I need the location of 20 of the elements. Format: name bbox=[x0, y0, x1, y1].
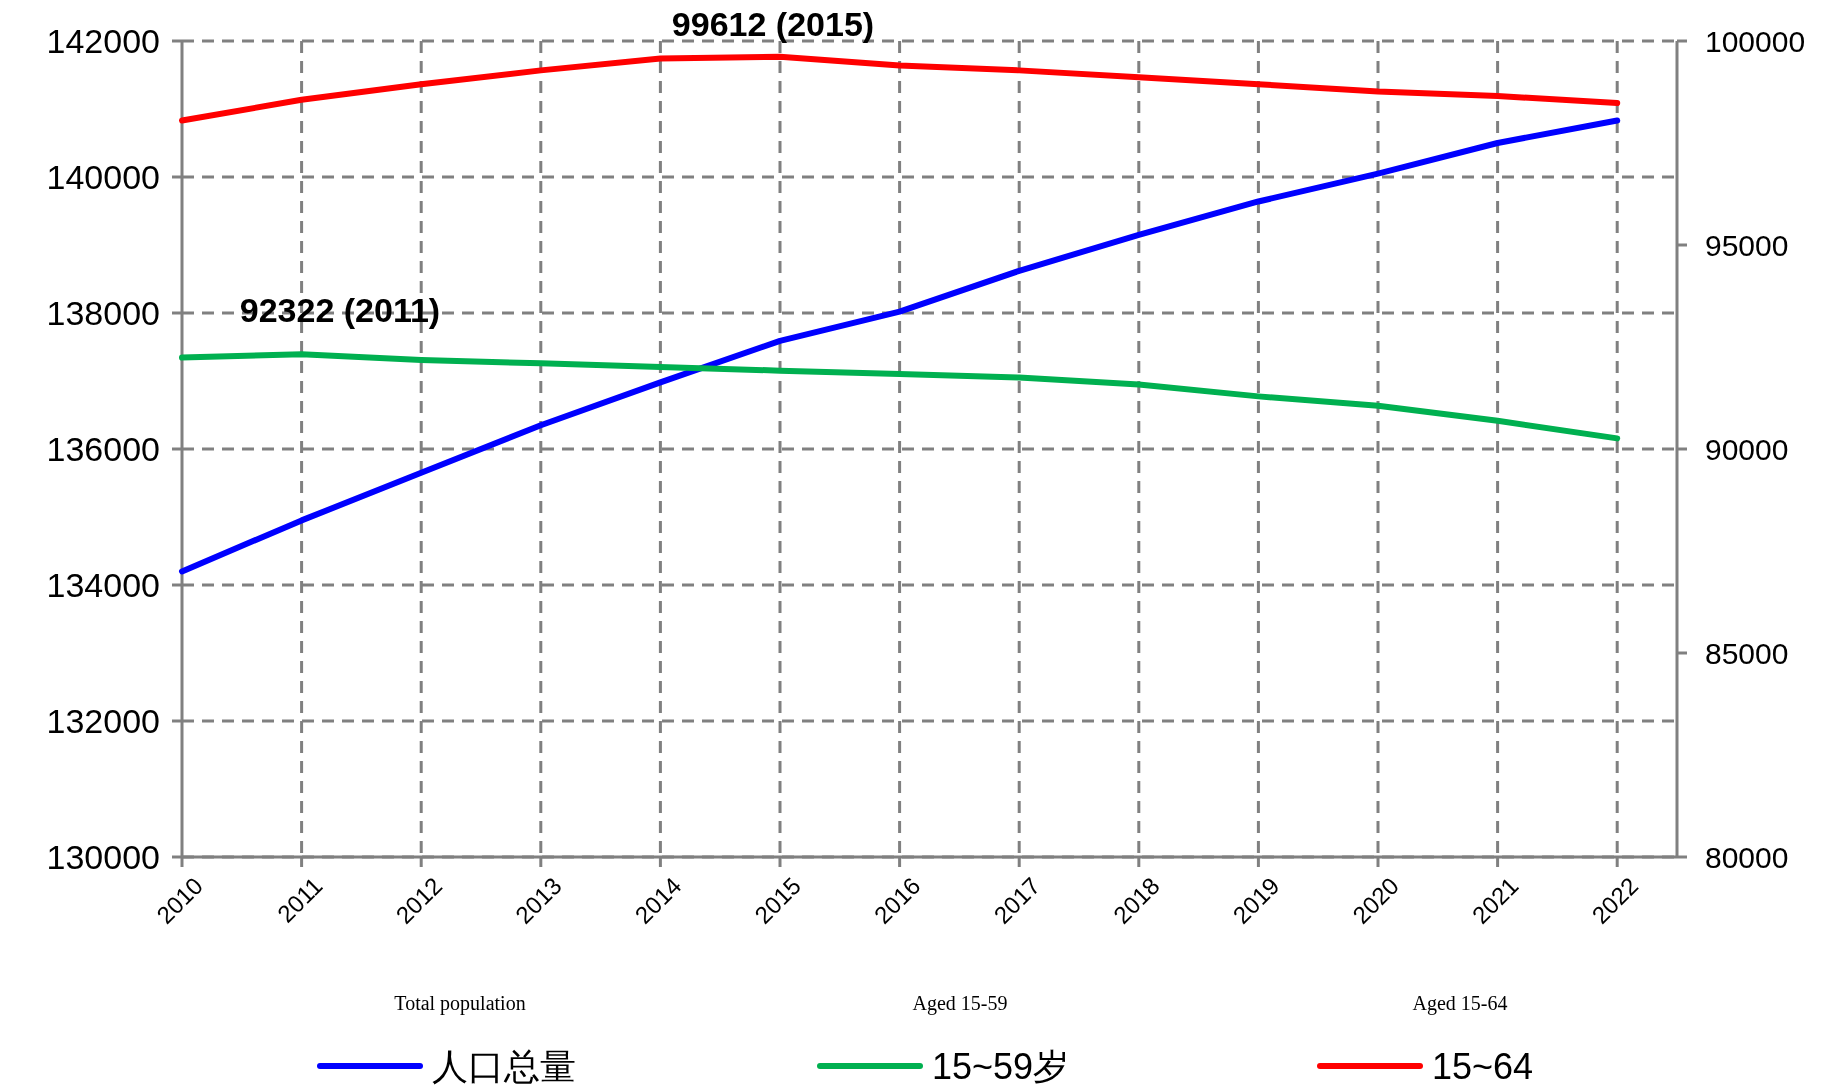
y2-tick-label: 85000 bbox=[1705, 636, 1789, 670]
text: Aged 15-59 bbox=[912, 992, 1008, 1015]
y2-tick-label: 100000 bbox=[1705, 24, 1806, 58]
legend-label: 15~64 bbox=[1432, 1045, 1534, 1087]
y-tick-label: 130000 bbox=[46, 838, 160, 876]
y-tick-label: 140000 bbox=[46, 158, 160, 196]
y-tick-label: 132000 bbox=[46, 702, 160, 740]
text: Aged 15-64 bbox=[1412, 992, 1508, 1015]
y-tick-label: 134000 bbox=[46, 566, 160, 604]
legend-label: 人口总量 bbox=[432, 1045, 576, 1087]
y2-tick-label: 95000 bbox=[1705, 228, 1789, 262]
y2-tick-label: 90000 bbox=[1705, 432, 1789, 466]
y-tick-label: 138000 bbox=[46, 294, 160, 332]
annotation: 92322 (2011) bbox=[239, 291, 441, 329]
legend-label: 15~59岁 bbox=[932, 1045, 1070, 1087]
y-tick-label: 136000 bbox=[46, 430, 160, 468]
y2-tick-label: 80000 bbox=[1705, 840, 1789, 874]
y-tick-label: 142000 bbox=[46, 22, 160, 60]
annotation: 99612 (2015) bbox=[671, 5, 875, 43]
text: Total population bbox=[394, 992, 526, 1015]
